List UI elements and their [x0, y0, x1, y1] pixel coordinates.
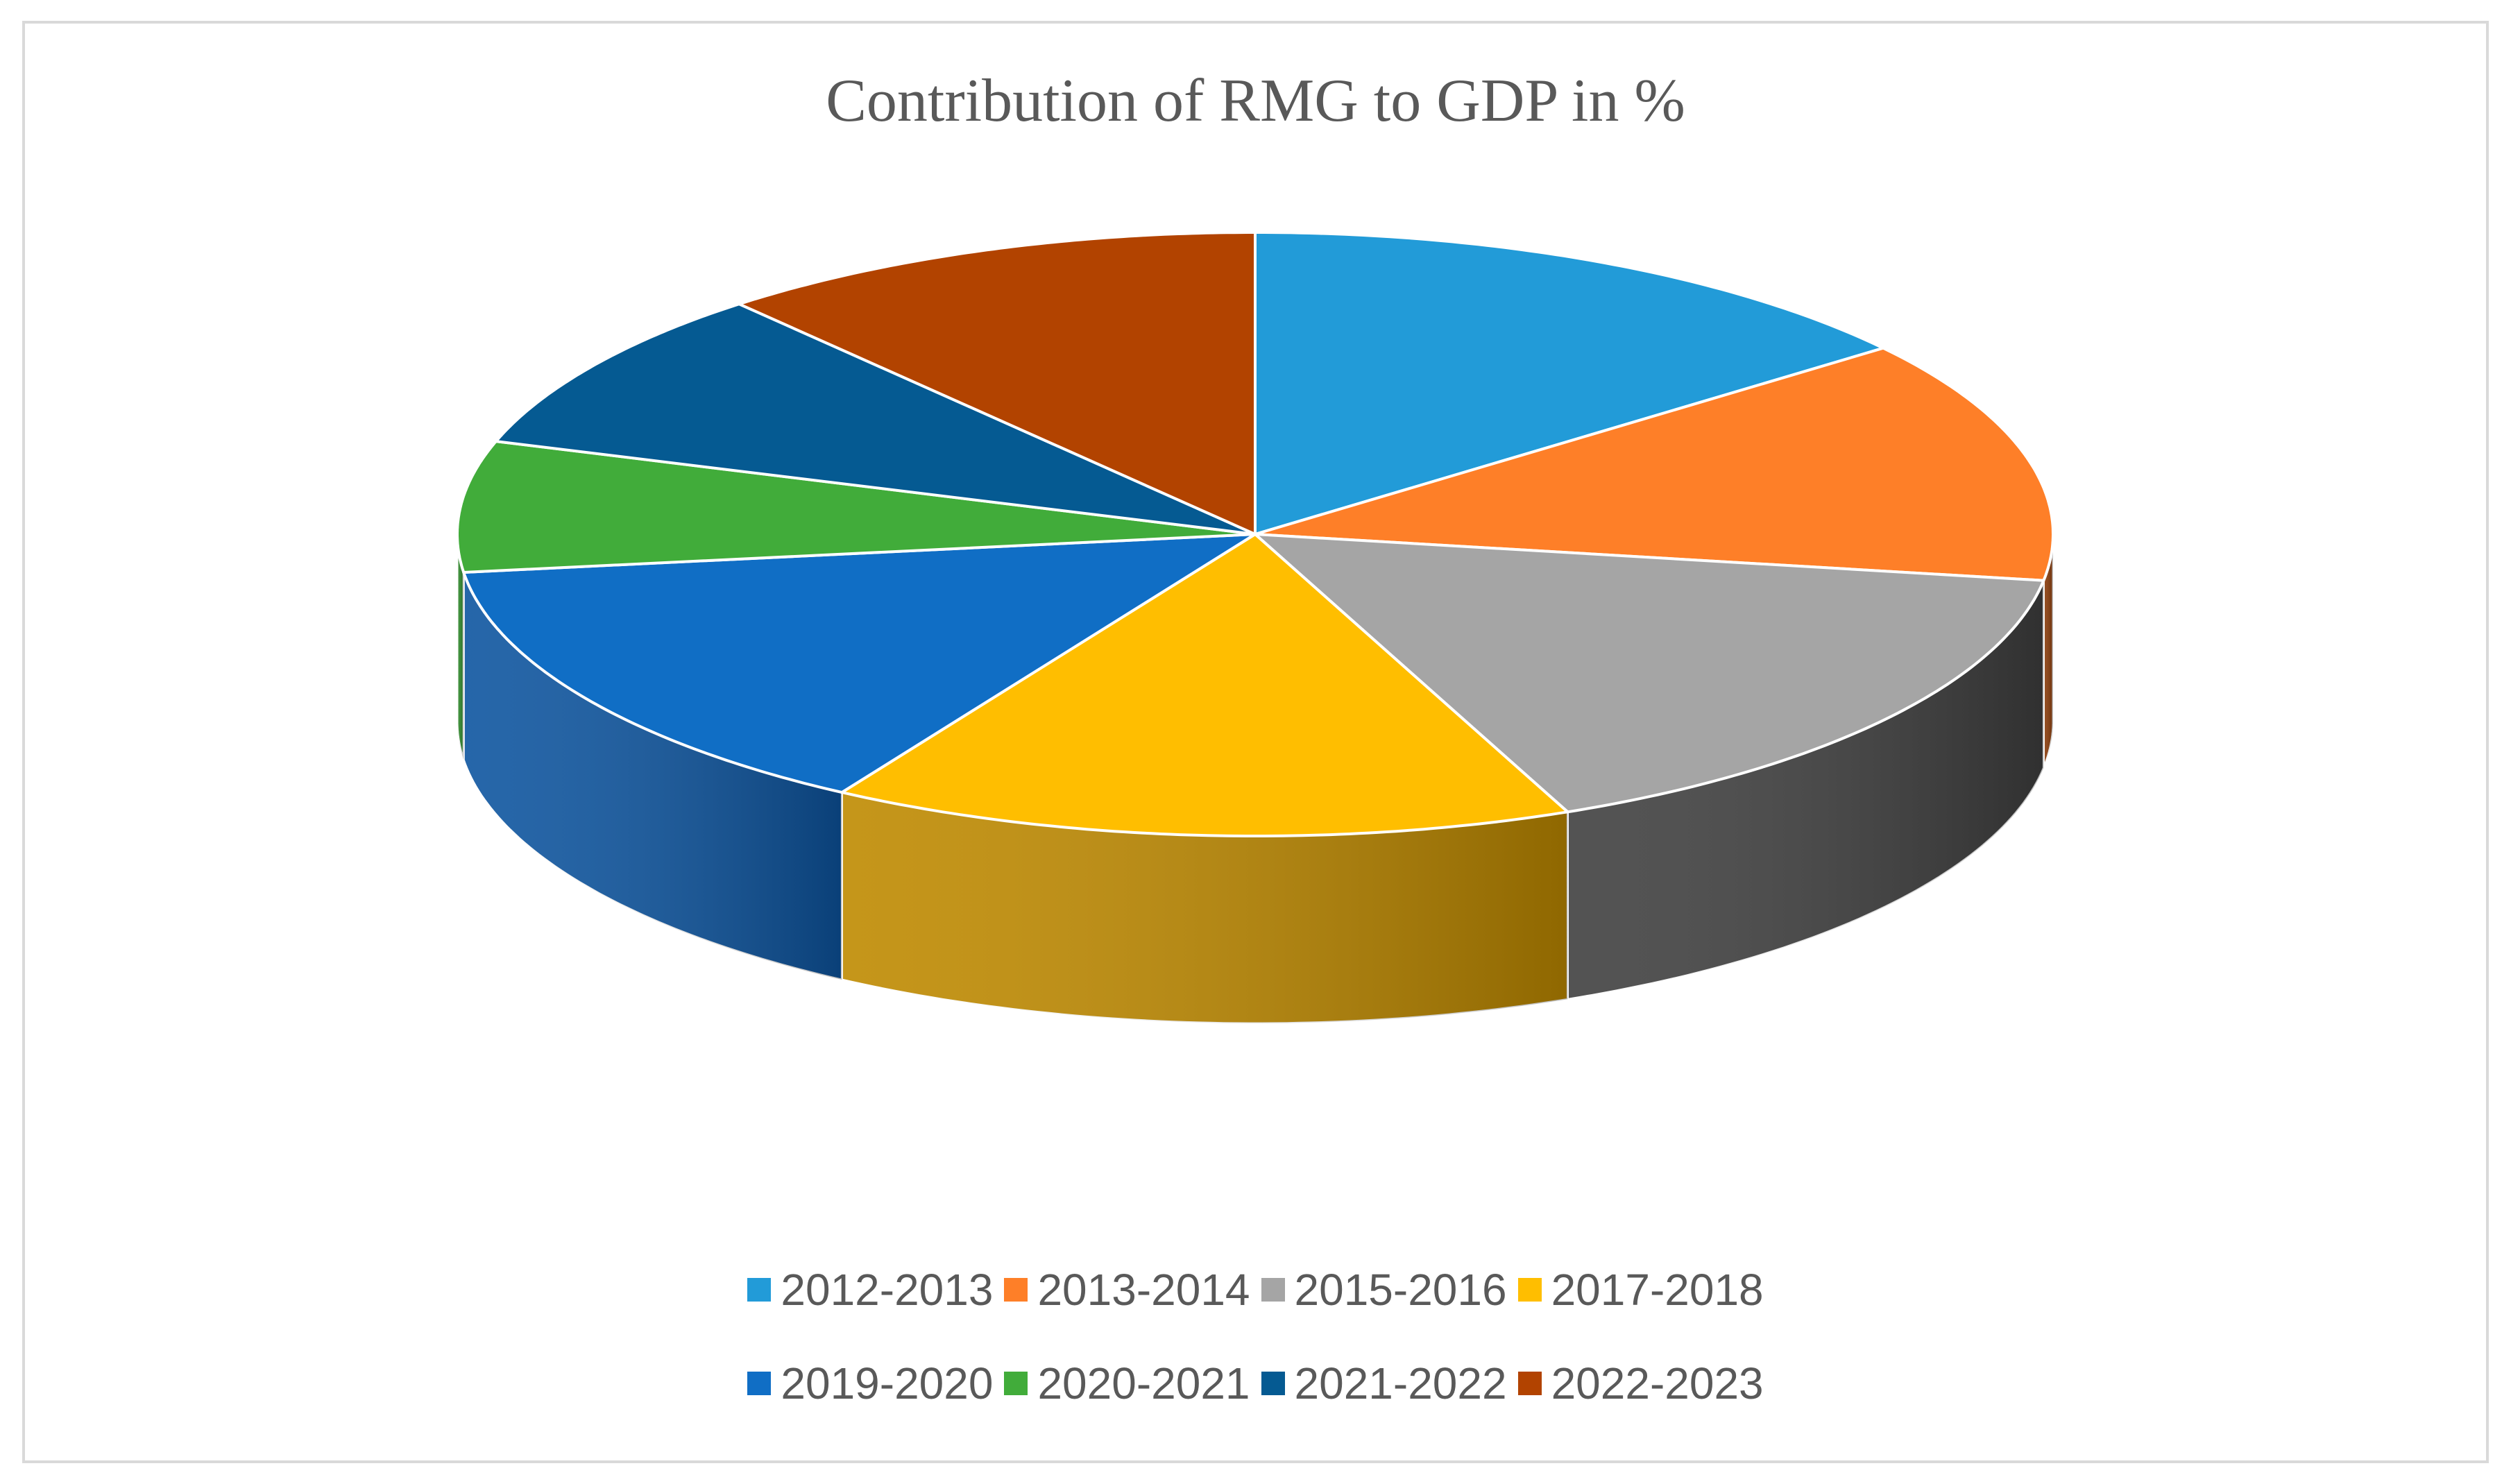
legend-label: 2021-2022 — [1294, 1358, 1507, 1408]
chart-title: Contribution of RMG to GDP in % — [826, 67, 1685, 135]
legend-label: 2020-2021 — [1037, 1358, 1250, 1408]
legend-swatch — [1004, 1278, 1028, 1302]
pie-slice-2012-2013 — [1254, 231, 1885, 536]
legend-item: 2015-2016 — [1261, 1264, 1507, 1315]
legend-swatch — [747, 1278, 772, 1302]
legend-label: 2012-2013 — [781, 1265, 994, 1315]
legend-item: 2017-2018 — [1517, 1264, 1764, 1315]
legend-label: 2022-2023 — [1551, 1358, 1764, 1408]
legend-item: 2021-2022 — [1261, 1358, 1507, 1409]
legend-swatch — [1517, 1278, 1542, 1302]
pie-top — [456, 231, 2054, 837]
legend-swatch — [1004, 1372, 1028, 1395]
legend-item: 2020-2021 — [1004, 1358, 1250, 1409]
legend-item: 2013-2014 — [1004, 1264, 1250, 1315]
pie-slice-side-shade — [1567, 580, 2044, 1000]
pie-slice-2019-2020 — [462, 533, 1257, 794]
legend-row: 2012-2013 2013-2014 2015-2016 2017-2018 — [0, 1264, 2511, 1315]
legend-swatch — [1517, 1372, 1542, 1395]
pie-slice-2021-2022 — [494, 302, 1257, 536]
pie-slice-2017-2018 — [840, 533, 1569, 837]
legend-row: 2019-2020 2020-2021 2021-2022 2022-2023 — [0, 1358, 2511, 1409]
pie-slice-2020-2021 — [456, 440, 1257, 574]
legend-item: 2012-2013 — [747, 1264, 993, 1315]
legend-swatch — [1261, 1372, 1285, 1395]
pie-slice-side-shade — [2043, 534, 2053, 768]
pie-slice-side-shade — [463, 572, 842, 980]
legend-label: 2015-2016 — [1294, 1265, 1507, 1315]
pie-slice-2013-2014 — [1254, 346, 2054, 582]
legend-item: 2019-2020 — [747, 1358, 993, 1409]
pie-slice-side-shade — [842, 792, 1568, 1023]
legend-swatch — [1261, 1278, 1285, 1302]
pie-slice-2015-2016 — [1254, 533, 2045, 814]
pie-slice-2022-2023 — [738, 231, 1257, 536]
legend-label: 2019-2020 — [781, 1358, 994, 1408]
legend-swatch — [747, 1372, 772, 1395]
legend-item: 2022-2023 — [1517, 1358, 1764, 1409]
legend-label: 2013-2014 — [1037, 1265, 1250, 1315]
legend-label: 2017-2018 — [1551, 1265, 1764, 1315]
pie-slice-side-shade — [457, 534, 464, 760]
